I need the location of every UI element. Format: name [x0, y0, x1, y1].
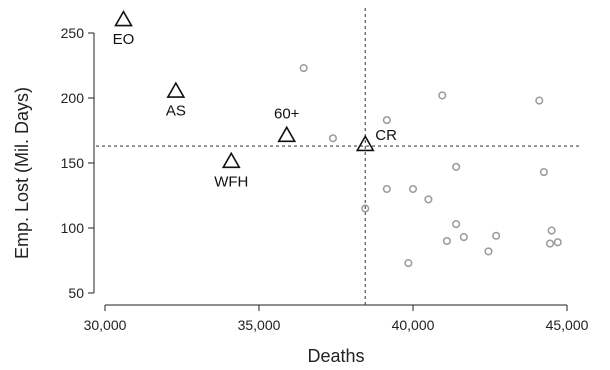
- strategy-marker-eo: [114, 9, 133, 27]
- y-tick-label: 50: [68, 285, 84, 301]
- scatter-point: [404, 259, 413, 268]
- x-ticks: 30,000 35,000 40,000 45,000: [84, 305, 589, 333]
- strategy-label: CR: [375, 127, 397, 144]
- y-tick-label: 150: [61, 155, 85, 171]
- y-tick-label: 100: [61, 220, 85, 236]
- scatter-point: [408, 184, 418, 194]
- background-points: [299, 64, 562, 268]
- y-tick-label: 250: [61, 25, 85, 41]
- scatter-point: [535, 96, 544, 105]
- scatter-point: [442, 236, 451, 246]
- scatter-point: [299, 64, 308, 73]
- scatter-point: [452, 220, 461, 229]
- x-tick-label: 40,000: [392, 317, 435, 333]
- scatter-point: [424, 195, 433, 204]
- scatter-point: [382, 184, 391, 194]
- scatter-point: [438, 91, 447, 100]
- x-tick-label: 35,000: [238, 317, 281, 333]
- scatter-point: [328, 134, 337, 143]
- scatter-point: [361, 204, 370, 213]
- x-axis-title: Deaths: [307, 346, 364, 366]
- strategy-markers: EO AS 60+ WFH CR: [113, 9, 397, 191]
- x-tick-label: 30,000: [84, 317, 127, 333]
- scatter-point: [459, 233, 468, 242]
- scatter-point: [492, 231, 501, 240]
- reference-lines: [96, 8, 580, 305]
- strategy-label: EO: [113, 31, 135, 48]
- strategy-marker-as: [166, 81, 186, 98]
- x-tick-label: 45,000: [546, 317, 589, 333]
- scatter-point: [484, 247, 493, 256]
- strategy-marker-60plus: [277, 125, 297, 143]
- y-tick-label: 200: [61, 90, 85, 106]
- scatter-point: [452, 162, 461, 171]
- y-ticks: 50 100 150 200 250: [61, 25, 94, 301]
- y-axis-title: Emp. Lost (Mil. Days): [12, 87, 32, 259]
- scatter-point: [546, 239, 555, 248]
- axes: [93, 33, 567, 306]
- strategy-marker-wfh: [221, 151, 241, 169]
- scatter-point: [553, 238, 562, 247]
- strategy-label: AS: [166, 103, 186, 120]
- strategy-marker-cr: [355, 134, 375, 152]
- strategy-label: 60+: [274, 106, 300, 123]
- strategy-label: WFH: [214, 174, 248, 191]
- scatter-point: [382, 116, 391, 125]
- scatter-point: [539, 168, 548, 177]
- scatter-point: [547, 226, 556, 235]
